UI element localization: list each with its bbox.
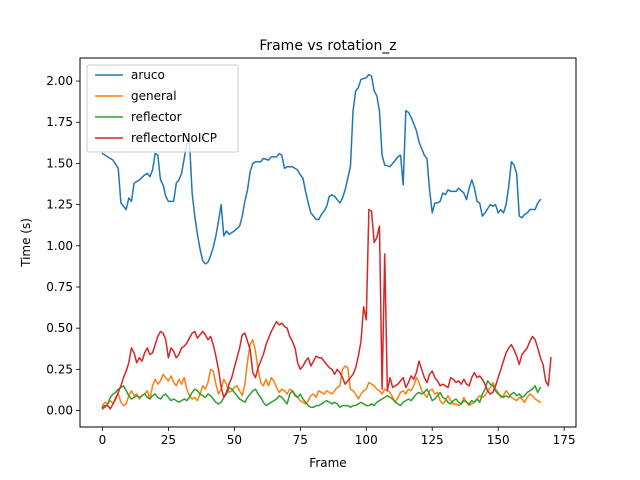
legend-box — [86, 64, 239, 153]
y-tick-label: 1.25 — [46, 198, 73, 212]
legend-label-general: general — [131, 89, 177, 103]
chart-title: Frame vs rotation_z — [259, 38, 396, 54]
y-tick-label: 2.00 — [46, 74, 73, 88]
legend-label-reflectorNoICP: reflectorNoICP — [131, 131, 217, 145]
y-tick-label: 1.50 — [46, 156, 73, 170]
x-tick-label: 50 — [227, 433, 242, 447]
legend: aruco general reflector reflectorNoICP — [86, 64, 239, 153]
y-tick-label: 1.00 — [46, 239, 73, 253]
series-layer — [101, 73, 552, 410]
x-tick-label: 175 — [553, 433, 576, 447]
y-tick-label: 0.50 — [46, 321, 73, 335]
y-tick-label: 0.75 — [46, 280, 73, 294]
x-tick-label: 150 — [487, 433, 510, 447]
x-tick-label: 75 — [293, 433, 308, 447]
x-tick-label: 100 — [355, 433, 378, 447]
x-tick-label: 125 — [421, 433, 444, 447]
x-axis-label: Frame — [309, 456, 346, 470]
series-line-aruco — [101, 73, 542, 265]
legend-label-reflector: reflector — [131, 110, 182, 124]
axes-frame — [79, 57, 577, 428]
x-tick-label: 25 — [161, 433, 176, 447]
x-axis: 0 25 50 75 100 125 150 175 — [99, 427, 576, 447]
series-line-reflectorNoICP — [101, 208, 552, 410]
legend-label-aruco: aruco — [131, 68, 165, 82]
y-axis: 0.00 0.25 0.50 0.75 1.00 1.25 1.50 1.75 2.00 — [46, 74, 80, 418]
y-axis-label: Time (s) — [19, 218, 33, 268]
series-line-reflector — [101, 380, 542, 410]
y-tick-label: 0.25 — [46, 362, 73, 376]
x-tick-label: 0 — [99, 433, 107, 447]
y-tick-label: 0.00 — [46, 404, 73, 418]
y-tick-label: 1.75 — [46, 115, 73, 129]
